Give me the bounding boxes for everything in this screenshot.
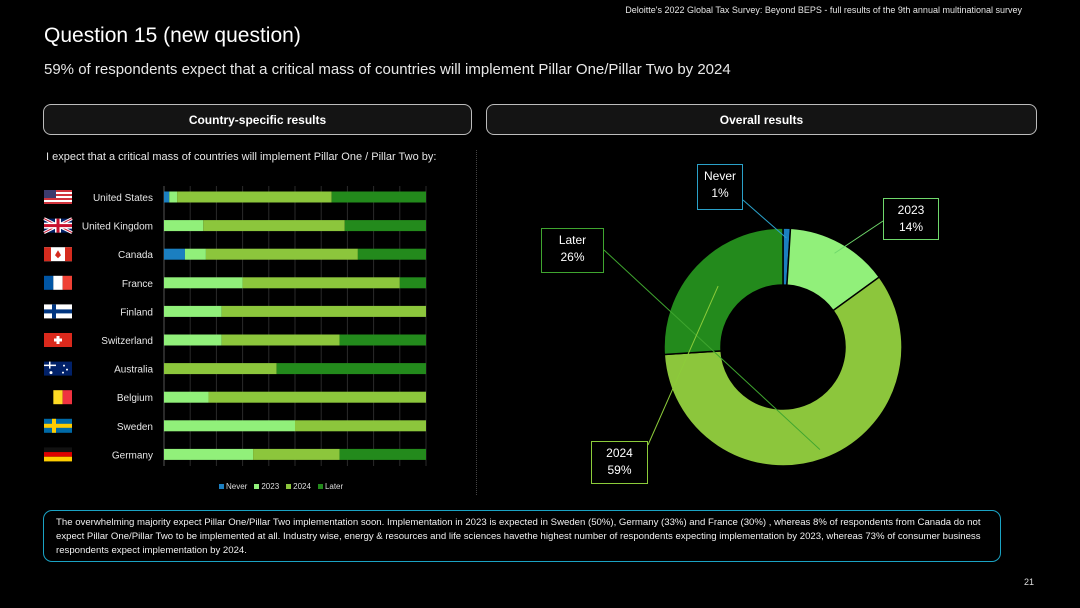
category-label: Belgium <box>117 393 153 404</box>
category-label: Switzerland <box>101 336 153 347</box>
callout-2023-label: 2023 <box>897 203 925 217</box>
callout-never-label: Never <box>703 169 736 183</box>
flag-icon <box>44 361 72 376</box>
bar-y2023 <box>164 391 209 403</box>
source-line: Deloitte's 2022 Global Tax Survey: Beyon… <box>625 5 1022 15</box>
leader-line-never <box>742 199 787 239</box>
bar-y2024 <box>203 220 345 232</box>
callout-2023-value: 14% <box>898 220 924 234</box>
category-label: Germany <box>112 450 153 461</box>
bar-later <box>339 334 426 346</box>
bar-y2023 <box>164 448 254 460</box>
flag-icon <box>44 390 72 405</box>
bar-y2024 <box>253 448 340 460</box>
bar-y2024 <box>221 305 426 317</box>
callout-later-value: 26% <box>560 250 585 264</box>
flag-icon <box>44 275 72 290</box>
country-results-header: Country-specific results <box>43 104 472 135</box>
category-label: Finland <box>120 307 153 318</box>
legend-later: Later <box>317 482 343 491</box>
leader-line-y2024 <box>603 249 821 450</box>
leader-line-later <box>647 285 719 446</box>
category-label: United States <box>93 193 153 204</box>
category-label: Canada <box>118 250 153 261</box>
bar-later <box>357 248 426 260</box>
bar-y2023 <box>164 334 222 346</box>
question-text: I expect that a critical mass of countri… <box>46 151 437 163</box>
overall-results-header: Overall results <box>486 104 1037 135</box>
bar-y2024 <box>295 420 426 432</box>
donut-slice-y2024 <box>663 276 903 467</box>
flag-icon <box>44 418 72 433</box>
legend-2023: 2023 <box>254 482 279 491</box>
bar-y2024 <box>208 391 426 403</box>
callout-never-value: 1% <box>711 186 729 200</box>
bar-y2023 <box>169 191 178 203</box>
flag-icon <box>44 304 72 319</box>
callout-2024: 2024 59% <box>591 441 648 484</box>
bar-y2024 <box>164 363 277 375</box>
country-bar-chart: United States United Kingdom Canada France F… <box>43 186 427 466</box>
flag-icon <box>44 447 72 462</box>
bar-later <box>276 363 426 375</box>
legend-2024: 2024 <box>286 482 311 491</box>
bar-never <box>164 248 185 260</box>
page-title: Question 15 (new question) <box>44 24 301 47</box>
flag-icon <box>44 333 72 347</box>
bar-y2023 <box>164 220 204 232</box>
bar-never <box>164 191 170 203</box>
bar-y2023 <box>164 305 222 317</box>
page-subtitle: 59% of respondents expect that a critica… <box>44 61 731 78</box>
legend-never: Never <box>219 482 247 491</box>
callout-2024-value: 59% <box>607 463 632 477</box>
page-number: 21 <box>1023 577 1034 587</box>
bar-y2024 <box>205 248 358 260</box>
category-label: Sweden <box>117 422 153 433</box>
callout-later-label: Later <box>558 233 587 247</box>
callout-later: Later 26% <box>541 228 604 273</box>
callout-2024-label: 2024 <box>606 446 633 460</box>
bar-later <box>339 448 426 460</box>
overall-donut-chart <box>603 199 903 467</box>
flag-icon <box>43 217 73 234</box>
panel-divider <box>476 150 477 495</box>
donut-slice-later <box>663 227 784 356</box>
bar-y2023 <box>164 277 243 289</box>
category-label: France <box>122 279 154 290</box>
category-label: United Kingdom <box>82 222 153 233</box>
bar-y2024 <box>242 277 400 289</box>
bar-legend: Never 2023 2024 Later <box>219 482 343 491</box>
flag-icon <box>44 247 72 262</box>
bar-later <box>344 220 426 232</box>
category-label: Australia <box>114 365 153 376</box>
bar-y2024 <box>221 334 340 346</box>
bar-y2024 <box>177 191 332 203</box>
callout-2023: 2023 14% <box>883 198 939 240</box>
bar-y2023 <box>184 248 206 260</box>
callout-never: Never 1% <box>697 164 743 210</box>
bar-later <box>399 277 426 289</box>
flag-icon <box>44 190 72 204</box>
bar-y2023 <box>164 420 295 432</box>
bar-later <box>331 191 426 203</box>
leader-line-y2023 <box>834 220 884 254</box>
summary-note: The overwhelming majority expect Pillar … <box>43 510 1001 562</box>
